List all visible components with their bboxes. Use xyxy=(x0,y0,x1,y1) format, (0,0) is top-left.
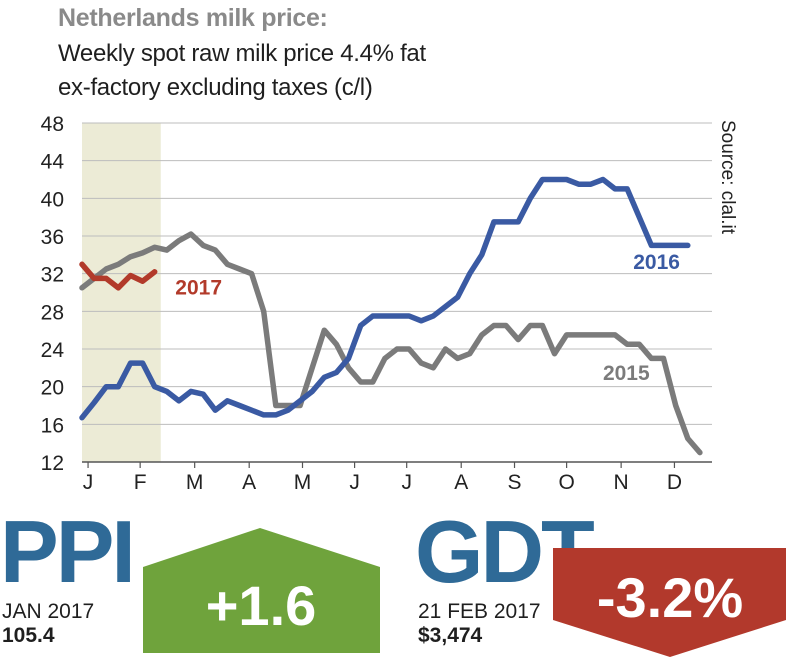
x-tick-a-7: A xyxy=(454,471,468,494)
chart-title: Netherlands milk price: xyxy=(58,4,328,32)
x-tick-s-8: S xyxy=(508,471,522,494)
x-tick-n-10: N xyxy=(614,471,629,494)
y-tick-20: 20 xyxy=(41,377,64,400)
x-tick-j-0: J xyxy=(83,471,94,494)
series-label-2017: 2017 xyxy=(175,276,222,299)
x-tick-m-2: M xyxy=(186,471,204,494)
source-label: Source: clal.it xyxy=(717,120,738,235)
ppi-label: PPI xyxy=(0,502,136,601)
series-lines xyxy=(79,176,703,456)
y-tick-44: 44 xyxy=(41,151,65,174)
y-tick-12: 12 xyxy=(41,452,64,475)
y-axis-tick-labels: 12 16 20 24 28 32 36 40 44 48 xyxy=(41,113,65,475)
y-tick-24: 24 xyxy=(41,339,65,362)
gdt-change-value: -3.2% xyxy=(597,566,743,629)
y-tick-36: 36 xyxy=(41,226,64,249)
y-tick-16: 16 xyxy=(41,414,64,437)
series-line-2016 xyxy=(79,176,691,421)
x-tick-f-1: F xyxy=(134,471,147,494)
chart-subtitle-line2: ex-factory excluding taxes (c/l) xyxy=(58,74,373,101)
ppi-date: JAN 2017 xyxy=(2,600,95,623)
ppi-change-arrow: +1.6 xyxy=(143,528,380,653)
y-gridlines xyxy=(82,122,712,425)
x-tick-d-11: D xyxy=(667,471,682,494)
gdt-arrow-shape xyxy=(553,548,786,657)
x-tick-j-6: J xyxy=(401,471,412,494)
january-february-shaded-band xyxy=(82,123,161,462)
y-tick-40: 40 xyxy=(41,188,64,211)
ppi-change-value: +1.6 xyxy=(206,574,317,637)
series-labels: 2015 2016 2017 xyxy=(175,251,680,385)
x-tick-m-4: M xyxy=(294,471,312,494)
x-tick-a-3: A xyxy=(242,471,256,494)
series-label-2015: 2015 xyxy=(603,362,650,385)
ppi-arrow-shape xyxy=(143,528,380,653)
y-tick-48: 48 xyxy=(41,113,64,136)
gdt-value: $3,474 xyxy=(418,624,483,647)
series-label-2016: 2016 xyxy=(633,251,680,274)
gdt-change-arrow: -3.2% xyxy=(553,548,786,657)
y-tick-28: 28 xyxy=(41,301,64,324)
series-line-2017 xyxy=(79,261,158,291)
series-line-2015 xyxy=(79,231,703,456)
chart-subtitle-line1: Weekly spot raw milk price 4.4% fat xyxy=(58,40,426,67)
ppi-value: 105.4 xyxy=(2,624,55,647)
x-tick-o-9: O xyxy=(558,471,574,494)
gdt-date: 21 FEB 2017 xyxy=(418,600,541,623)
y-tick-32: 32 xyxy=(41,264,64,287)
x-tick-j-5: J xyxy=(349,471,360,494)
